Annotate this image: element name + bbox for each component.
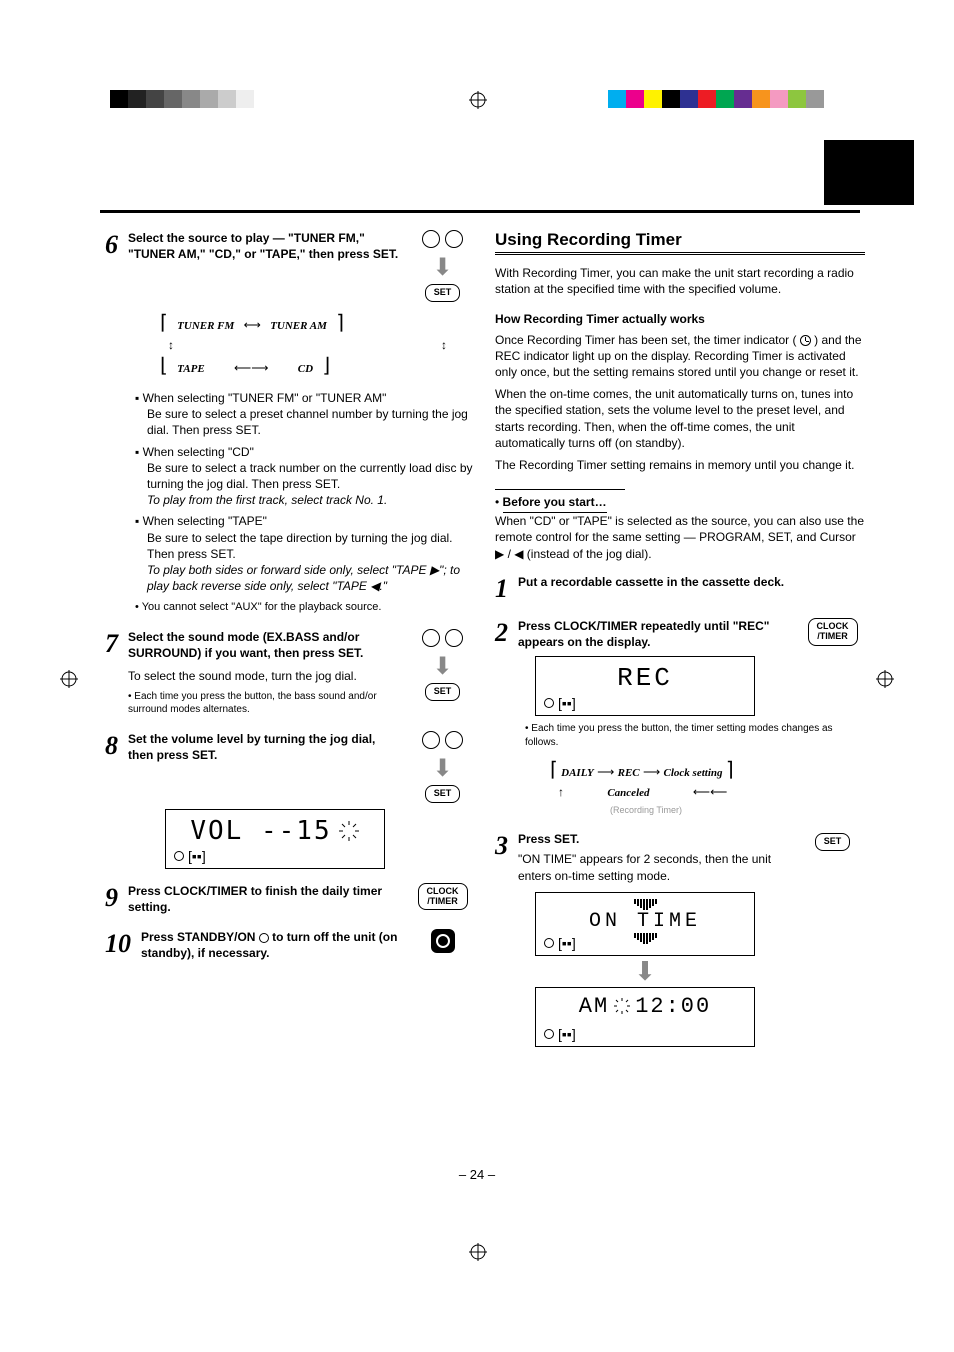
set-button-icon: SET	[815, 833, 851, 851]
lcd-ontime: ON TIME [▪▪]	[535, 892, 755, 956]
bars-up	[546, 899, 744, 910]
step-9-num: 9	[105, 883, 118, 913]
clock-icon	[800, 335, 811, 346]
hr-before	[495, 489, 625, 490]
step-6-flow: ⌈ TUNER FM ⟷ TUNER AM ⌉ ↕ ↕ ⌊ TAPE ⟵⟶ CD…	[160, 310, 475, 380]
step-6-heading: Select the source to play — "TUNER FM," …	[128, 230, 400, 262]
sun-icon	[338, 820, 360, 842]
jog-dial-icon: ⬇ SET	[410, 731, 475, 803]
step-7-num: 7	[105, 629, 118, 659]
using-desc: With Recording Timer, you can make the u…	[495, 265, 865, 297]
step-r2-flow: ⌈ DAILY ⟶ REC ⟶ Clock setting ⌉ ↑ Cancel…	[550, 757, 865, 817]
registration-mark-right	[876, 670, 894, 688]
step-7: 7 Select the sound mode (EX.BASS and/or …	[105, 629, 475, 717]
recording-timer-label: (Recording Timer)	[610, 805, 682, 815]
lcd-vol: VOL --15 [▪▪]	[165, 809, 385, 869]
step-9-heading: Press CLOCK/TIMER to finish the daily ti…	[128, 883, 400, 915]
jog-dial-icon: ⬇ SET	[410, 230, 475, 302]
using-recording-timer-heading: Using Recording Timer	[495, 230, 865, 255]
step-8-heading: Set the volume level by turning the jog …	[128, 731, 400, 763]
how-p3: The Recording Timer setting remains in m…	[495, 457, 865, 473]
sun-icon	[613, 997, 631, 1015]
grayscale-bar	[110, 90, 254, 108]
step-6-bullet1: ▪ When selecting "TUNER FM" or "TUNER AM…	[135, 390, 475, 406]
step-7-sub: To select the sound mode, turn the jog d…	[128, 668, 400, 684]
registration-mark-top	[469, 91, 487, 109]
page-divider	[100, 210, 860, 213]
step-10-heading: Press STANDBY/ON to turn off the unit (o…	[141, 929, 400, 961]
step-6-bullet3: ▪ When selecting "TAPE"	[135, 513, 475, 529]
step-r2: 2 Press CLOCK/TIMER repeatedly until "RE…	[495, 618, 865, 817]
step-6: 6 Select the source to play — "TUNER FM,…	[105, 230, 475, 615]
step-6-bullet3-sub: Be sure to select the tape direction by …	[147, 530, 475, 562]
page-number: – 24 –	[0, 1167, 954, 1182]
step-6-bullet2: ▪ When selecting "CD"	[135, 444, 475, 460]
step-10: 10 Press STANDBY/ON to turn off the unit…	[105, 929, 475, 961]
set-button-icon: SET	[425, 785, 461, 803]
step-10-num: 10	[105, 929, 131, 959]
standby-button-icon	[431, 929, 455, 953]
arrow-tab	[836, 180, 854, 192]
lcd-ontime-text: ON TIME	[546, 910, 744, 933]
step-6-bullet3-note: To play both sides or forward side only,…	[147, 562, 475, 594]
step-r2-num: 2	[495, 618, 508, 648]
how-heading: How Recording Timer actually works	[495, 311, 865, 327]
step-r1-num: 1	[495, 574, 508, 604]
step-6-bullet2-sub: Be sure to select a track number on the …	[147, 460, 475, 492]
jog-dial-icon: ⬇ SET	[410, 629, 475, 701]
clock-timer-button-icon: CLOCK /TIMER	[808, 618, 858, 646]
step-r1-heading: Put a recordable cassette in the cassett…	[518, 574, 865, 590]
registration-mark-bottom	[469, 1243, 487, 1261]
registration-mark-left	[60, 670, 78, 688]
lcd-am1200: AM 12:00 [▪▪]	[535, 987, 755, 1047]
step-r2-sub: • Each time you press the button, the ti…	[525, 722, 865, 749]
step-r2-heading: Press CLOCK/TIMER repeatedly until "REC"…	[518, 618, 790, 650]
lcd-rec-text: REC	[546, 663, 744, 693]
tab-black-box	[824, 140, 914, 205]
lcd-vol-text: VOL --15	[190, 816, 331, 846]
lcd-rec: REC [▪▪]	[535, 656, 755, 716]
before-block: • Before you start… When "CD" or "TAPE" …	[495, 494, 865, 562]
how-p1: Once Recording Timer has been set, the t…	[495, 332, 865, 381]
set-button-icon: SET	[425, 683, 461, 701]
step-9: 9 Press CLOCK/TIMER to finish the daily …	[105, 883, 475, 915]
step-r3-sub: "ON TIME" appears for 2 seconds, then th…	[518, 851, 790, 883]
step-7-heading: Select the sound mode (EX.BASS and/or SU…	[128, 629, 400, 661]
color-bar	[608, 90, 824, 108]
clock-timer-button-icon: CLOCK /TIMER	[418, 883, 468, 911]
step-r3-heading: Press SET.	[518, 831, 790, 847]
how-p2: When the on-time comes, the unit automat…	[495, 386, 865, 451]
step-8-num: 8	[105, 731, 118, 761]
set-button-icon: SET	[425, 284, 461, 302]
step-7-small: • Each time you press the button, the ba…	[128, 690, 400, 717]
step-8: 8 Set the volume level by turning the jo…	[105, 731, 475, 869]
down-arrow-icon: ⬇	[535, 956, 755, 987]
step-6-aux-note: • You cannot select "AUX" for the playba…	[135, 600, 475, 615]
step-6-bullet2-note: To play from the first track, select tra…	[147, 492, 475, 508]
step-6-bullet1-sub: Be sure to select a preset channel numbe…	[147, 406, 475, 438]
step-r3: 3 Press SET. "ON TIME" appears for 2 sec…	[495, 831, 865, 1047]
step-6-num: 6	[105, 230, 118, 260]
step-r1: 1 Put a recordable cassette in the casse…	[495, 574, 865, 604]
step-r3-num: 3	[495, 831, 508, 861]
